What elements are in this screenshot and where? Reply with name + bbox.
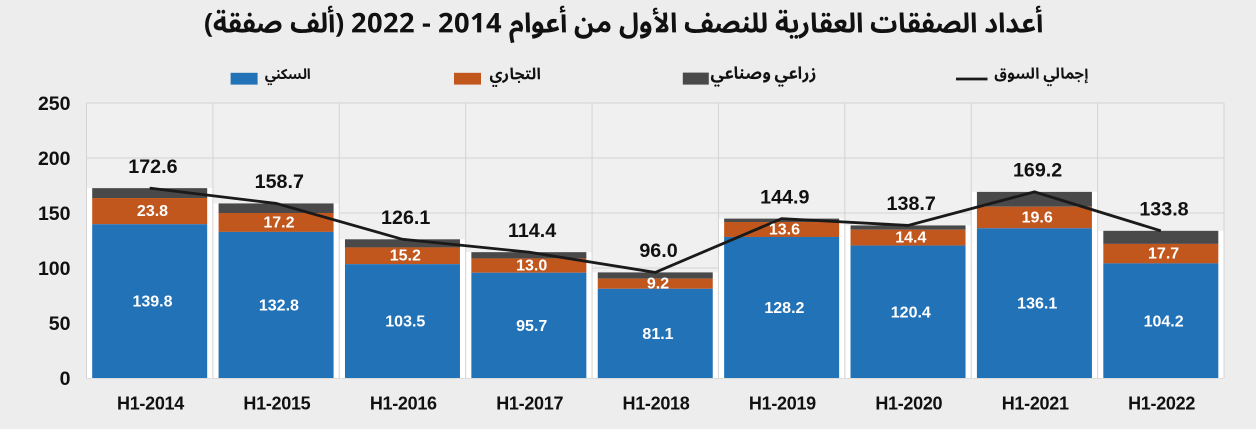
svg-text:150: 150 xyxy=(38,203,71,225)
svg-text:104.2: 104.2 xyxy=(1144,313,1184,330)
svg-text:H1-2014: H1-2014 xyxy=(117,394,184,414)
svg-text:138.7: 138.7 xyxy=(887,193,936,215)
svg-text:13.0: 13.0 xyxy=(516,257,547,274)
svg-text:250: 250 xyxy=(38,93,71,115)
svg-text:169.2: 169.2 xyxy=(1013,160,1062,182)
svg-text:9.2: 9.2 xyxy=(647,276,669,293)
svg-text:100: 100 xyxy=(38,258,71,280)
svg-text:114.4: 114.4 xyxy=(508,220,556,242)
svg-text:15.2: 15.2 xyxy=(390,248,421,265)
svg-text:H1-2016: H1-2016 xyxy=(370,394,437,414)
svg-text:158.7: 158.7 xyxy=(255,171,304,193)
svg-text:H1-2020: H1-2020 xyxy=(875,394,942,414)
svg-text:132.8: 132.8 xyxy=(259,298,299,315)
svg-text:17.7: 17.7 xyxy=(1148,245,1179,262)
svg-text:96.0: 96.0 xyxy=(639,240,677,262)
svg-text:81.1: 81.1 xyxy=(642,326,673,343)
svg-text:H1-2018: H1-2018 xyxy=(623,394,690,414)
svg-text:19.6: 19.6 xyxy=(1022,209,1053,226)
svg-text:17.2: 17.2 xyxy=(263,214,294,231)
svg-text:14.4: 14.4 xyxy=(895,229,926,246)
svg-text:103.5: 103.5 xyxy=(385,314,425,331)
svg-text:136.1: 136.1 xyxy=(1017,296,1057,313)
svg-text:H1-2022: H1-2022 xyxy=(1128,394,1195,414)
svg-text:50: 50 xyxy=(49,313,71,335)
svg-text:200: 200 xyxy=(38,148,71,170)
svg-text:H1-2017: H1-2017 xyxy=(496,394,563,414)
svg-text:H1-2019: H1-2019 xyxy=(749,394,816,414)
svg-text:13.6: 13.6 xyxy=(769,221,800,238)
svg-text:120.4: 120.4 xyxy=(891,304,931,321)
svg-text:126.1: 126.1 xyxy=(381,207,430,229)
svg-text:144.9: 144.9 xyxy=(760,186,809,208)
svg-text:H1-2021: H1-2021 xyxy=(1002,394,1069,414)
svg-text:23.8: 23.8 xyxy=(137,203,168,220)
svg-text:128.2: 128.2 xyxy=(764,300,804,317)
svg-text:133.8: 133.8 xyxy=(1139,199,1188,221)
svg-text:172.6: 172.6 xyxy=(128,156,177,178)
svg-text:139.8: 139.8 xyxy=(132,294,172,311)
svg-text:0: 0 xyxy=(60,368,71,390)
svg-text:H1-2015: H1-2015 xyxy=(243,394,310,414)
svg-text:95.7: 95.7 xyxy=(516,318,547,335)
